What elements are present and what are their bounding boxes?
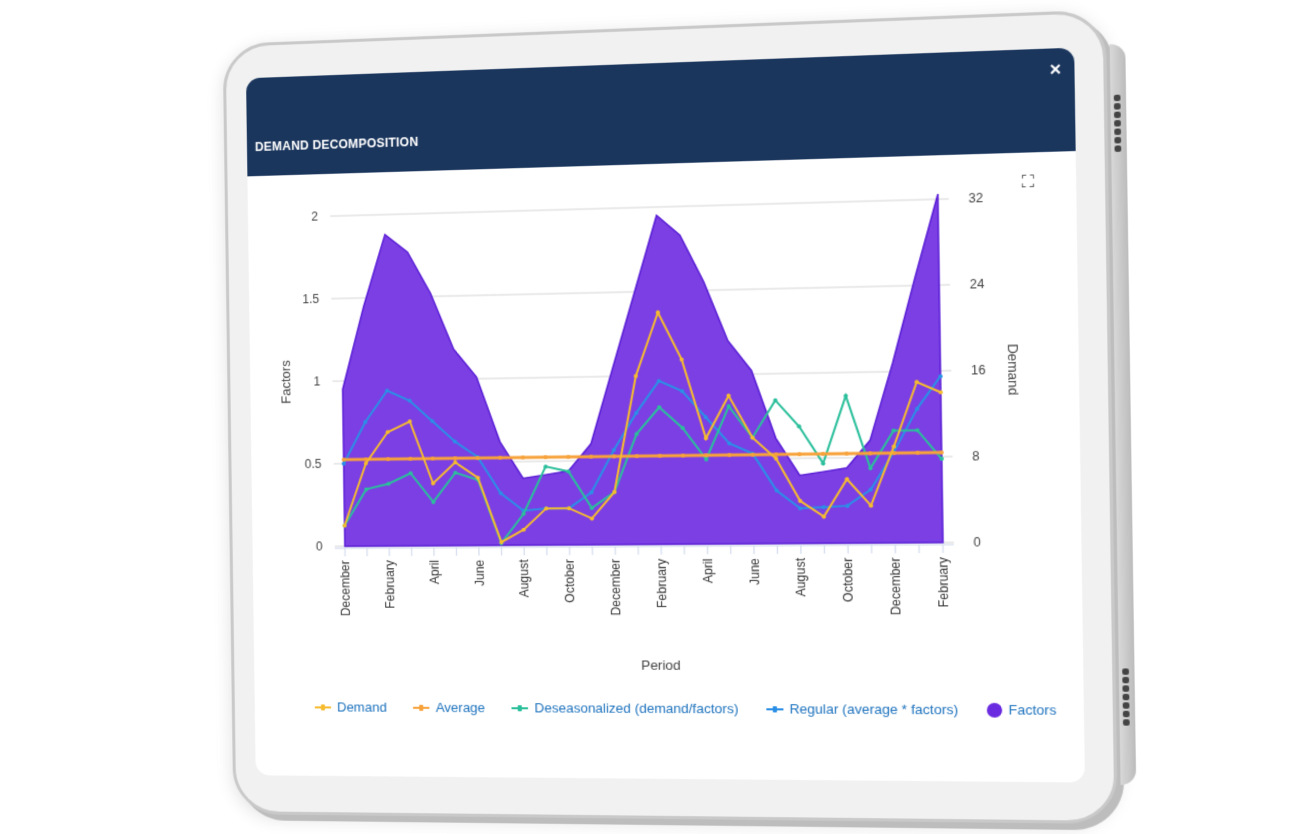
y-tick-left: 2 xyxy=(311,209,318,223)
legend-item-regular[interactable]: Regular (average * factors) xyxy=(766,701,958,717)
legend-item-average[interactable]: Average xyxy=(413,700,485,716)
gridline xyxy=(330,199,949,216)
x-tick-label: June xyxy=(747,558,762,585)
side-button-bottom xyxy=(1122,668,1130,727)
x-axis-label: Period xyxy=(641,657,681,673)
tablet-frame: × DEMAND DECOMPOSITION ⛶ 0 0.5 1 1.5 2 0 8 16 24… xyxy=(223,9,1118,824)
legend-label: Demand xyxy=(337,699,387,714)
legend-item-demand[interactable]: Demand xyxy=(315,699,387,714)
y-tick-left: 1.5 xyxy=(302,292,319,306)
x-tick-label: February xyxy=(382,560,397,609)
x-tick-label: December xyxy=(338,560,353,616)
legend-line-icon xyxy=(766,708,783,710)
factors-area xyxy=(340,194,943,546)
y-axis-label-right: Demand xyxy=(1005,344,1022,396)
x-tick-label: October xyxy=(562,559,577,603)
x-tick-label: June xyxy=(472,559,487,586)
legend-label: Average xyxy=(436,700,486,715)
legend-line-icon xyxy=(512,707,529,709)
y-tick-right: 8 xyxy=(972,449,980,464)
legend-line-icon xyxy=(413,706,429,708)
y-axis-label-left: Factors xyxy=(278,360,294,404)
x-tick-label: October xyxy=(841,558,857,602)
y-tick-right: 24 xyxy=(970,277,985,292)
side-button-top xyxy=(1114,95,1122,154)
legend-label: Regular (average * factors) xyxy=(789,701,958,717)
legend-item-factors[interactable]: Factors xyxy=(987,702,1057,718)
y-tick-left: 0 xyxy=(316,539,323,553)
x-tick-label: April xyxy=(427,560,442,584)
app-screen: × DEMAND DECOMPOSITION ⛶ 0 0.5 1 1.5 2 0 8 16 24… xyxy=(246,48,1085,783)
legend-line-icon xyxy=(315,706,331,708)
x-tick-label: August xyxy=(793,557,809,596)
x-tick-label: December xyxy=(888,557,904,615)
legend-dot-icon xyxy=(987,702,1003,717)
tablet-side-edge xyxy=(1110,44,1137,785)
x-tick-label: April xyxy=(700,558,715,583)
y-tick-right: 16 xyxy=(971,363,986,378)
x-tick-label: December xyxy=(608,559,623,616)
y-tick-left: 0.5 xyxy=(305,457,322,471)
y-tick-right: 0 xyxy=(973,535,981,550)
x-tick-label: August xyxy=(517,559,532,598)
y-tick-right: 32 xyxy=(968,191,983,206)
x-tick-label: February xyxy=(654,559,669,608)
x-tick-label: February xyxy=(935,557,951,607)
demand-decomposition-chart: 0 0.5 1 1.5 2 0 8 16 24 32 Factors Demand Period Dece… xyxy=(246,48,1085,783)
legend-item-deseasonalized[interactable]: Deseasonalized (demand/factors) xyxy=(512,700,739,716)
legend-label: Factors xyxy=(1008,702,1056,718)
legend-label: Deseasonalized (demand/factors) xyxy=(534,700,738,716)
y-tick-left: 1 xyxy=(314,374,321,388)
